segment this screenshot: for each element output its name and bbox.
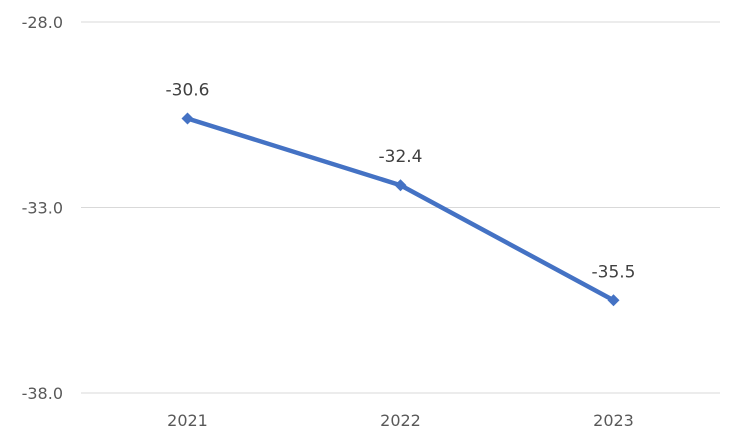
data-point-marker bbox=[607, 294, 620, 307]
data-point-marker bbox=[181, 112, 194, 125]
data-point-marker bbox=[394, 179, 407, 192]
y-axis-tick-labels: -28.0 -33.0 -38.0 bbox=[22, 13, 63, 403]
data-label: -32.4 bbox=[379, 147, 423, 167]
y-tick-label: -38.0 bbox=[22, 384, 63, 403]
data-label: -35.5 bbox=[592, 262, 636, 282]
x-axis-tick-labels: 2021 2022 2023 bbox=[167, 411, 634, 430]
series-line bbox=[185, 116, 616, 303]
x-tick-label: 2022 bbox=[380, 411, 421, 430]
y-tick-label: -33.0 bbox=[22, 199, 63, 218]
data-label: -30.6 bbox=[166, 80, 210, 100]
y-tick-label: -28.0 bbox=[22, 13, 63, 32]
gridlines bbox=[81, 21, 720, 394]
x-tick-label: 2023 bbox=[593, 411, 634, 430]
series-layer bbox=[181, 112, 620, 307]
data-labels: -30.6 -32.4 -35.5 bbox=[166, 80, 636, 282]
x-tick-label: 2021 bbox=[167, 411, 208, 430]
